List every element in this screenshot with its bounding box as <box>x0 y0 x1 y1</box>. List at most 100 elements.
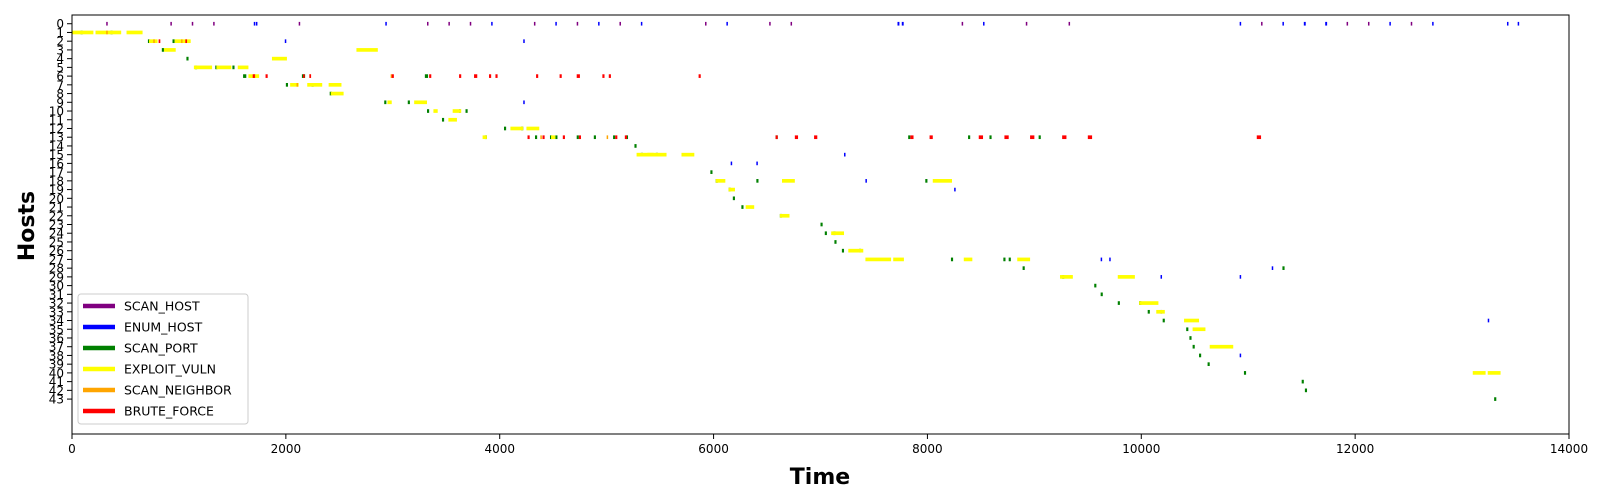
event-bar <box>741 205 744 209</box>
event-bar <box>407 100 410 105</box>
event-bar <box>469 21 472 26</box>
x-tick-label: 2000 <box>271 442 302 456</box>
event-bar <box>158 39 161 44</box>
event-bar <box>285 83 288 87</box>
event-bar <box>593 135 596 140</box>
event-bar <box>1147 309 1150 314</box>
event-bar <box>185 39 188 44</box>
event-bar <box>459 74 462 78</box>
y-tick-label: 29 <box>49 270 64 284</box>
event-bar <box>756 179 759 183</box>
event-bar <box>1062 135 1067 140</box>
event-bar <box>1209 344 1234 349</box>
event-bar <box>1003 257 1006 262</box>
event-bar <box>526 126 540 131</box>
event-bar <box>448 21 450 26</box>
event-bar <box>1432 21 1434 26</box>
event-bar <box>615 135 618 140</box>
event-bar <box>253 21 256 26</box>
y-tick-label: 12 <box>49 122 64 136</box>
event-bar <box>170 21 172 26</box>
event-bar <box>897 21 900 26</box>
y-tick-label: 9 <box>56 96 64 110</box>
event-bar <box>925 179 928 183</box>
event-bar <box>1271 266 1274 270</box>
event-bar <box>865 179 867 183</box>
event-bar <box>820 222 823 227</box>
y-tick-label: 23 <box>49 218 64 232</box>
event-bar <box>893 257 904 262</box>
event-bar <box>782 179 795 183</box>
y-tick-label: 42 <box>49 384 64 398</box>
event-bar <box>647 152 667 157</box>
event-bar <box>555 21 557 26</box>
legend-frame <box>77 293 249 425</box>
event-bar <box>745 205 755 209</box>
event-bar <box>429 74 432 78</box>
y-tick-label: 10 <box>49 105 64 119</box>
event-bar <box>814 135 818 140</box>
event-bar <box>1410 21 1413 26</box>
event-bar <box>559 74 562 78</box>
event-bar <box>1239 275 1242 279</box>
event-bar <box>1239 21 1242 26</box>
event-bar <box>106 30 108 35</box>
event-bar <box>1094 283 1097 288</box>
y-tick-label: 30 <box>49 279 64 293</box>
event-bar <box>1117 301 1120 305</box>
y-tick-label: 3 <box>56 43 64 57</box>
y-tick-label: 0 <box>56 17 64 31</box>
event-bar <box>503 126 507 131</box>
event-bar <box>844 152 846 157</box>
event-bar <box>576 74 580 78</box>
event-bar <box>147 39 151 44</box>
event-bar <box>1109 257 1111 262</box>
event-bar <box>1087 135 1093 140</box>
y-tick-label: 17 <box>49 166 64 180</box>
y-tick-label: 39 <box>49 358 64 372</box>
y-tick-label: 13 <box>49 131 64 145</box>
y-tick-label: 26 <box>49 244 64 258</box>
event-bar <box>1162 318 1165 323</box>
y-tick-label: 38 <box>49 349 64 363</box>
event-bar <box>1472 371 1486 375</box>
event-bar <box>824 231 827 236</box>
y-tick-label: 8 <box>56 87 64 101</box>
event-bar <box>255 21 258 26</box>
plot-frame <box>71 14 1570 435</box>
event-bar <box>790 21 793 26</box>
event-bar <box>232 65 235 70</box>
event-bar <box>1160 275 1163 279</box>
event-bar <box>237 65 249 70</box>
event-bar <box>491 21 493 26</box>
event-bar <box>1184 318 1200 323</box>
event-bar <box>619 21 621 26</box>
ticks-layer: 0 2000 4000 6000 8000 10000 12000 1400001234567… <box>49 17 1588 456</box>
event-bar <box>732 196 735 201</box>
event-bar <box>1008 257 1011 262</box>
event-bar <box>309 74 312 78</box>
event-bar <box>608 74 611 78</box>
event-bar <box>1186 327 1189 332</box>
event-bar <box>963 257 973 262</box>
event-bar <box>578 135 581 140</box>
y-tick-label: 5 <box>56 61 64 75</box>
event-bar <box>932 179 953 183</box>
event-bar <box>848 248 864 253</box>
event-bar <box>1156 309 1165 314</box>
y-tick-label: 37 <box>49 340 64 354</box>
event-bar <box>1117 275 1135 279</box>
event-bar <box>1389 21 1391 26</box>
event-bar <box>613 135 616 140</box>
event-bar <box>705 21 707 26</box>
event-bar <box>555 135 558 140</box>
event-bar <box>640 21 643 26</box>
event-bar <box>302 74 305 78</box>
y-tick-label: 36 <box>49 331 64 345</box>
event-bar <box>193 65 213 70</box>
event-bar <box>1239 353 1242 358</box>
x-tick-label: 12000 <box>1336 442 1374 456</box>
event-bar <box>290 83 299 87</box>
event-bar <box>1192 344 1195 349</box>
y-axis-title: Hosts <box>15 191 40 261</box>
